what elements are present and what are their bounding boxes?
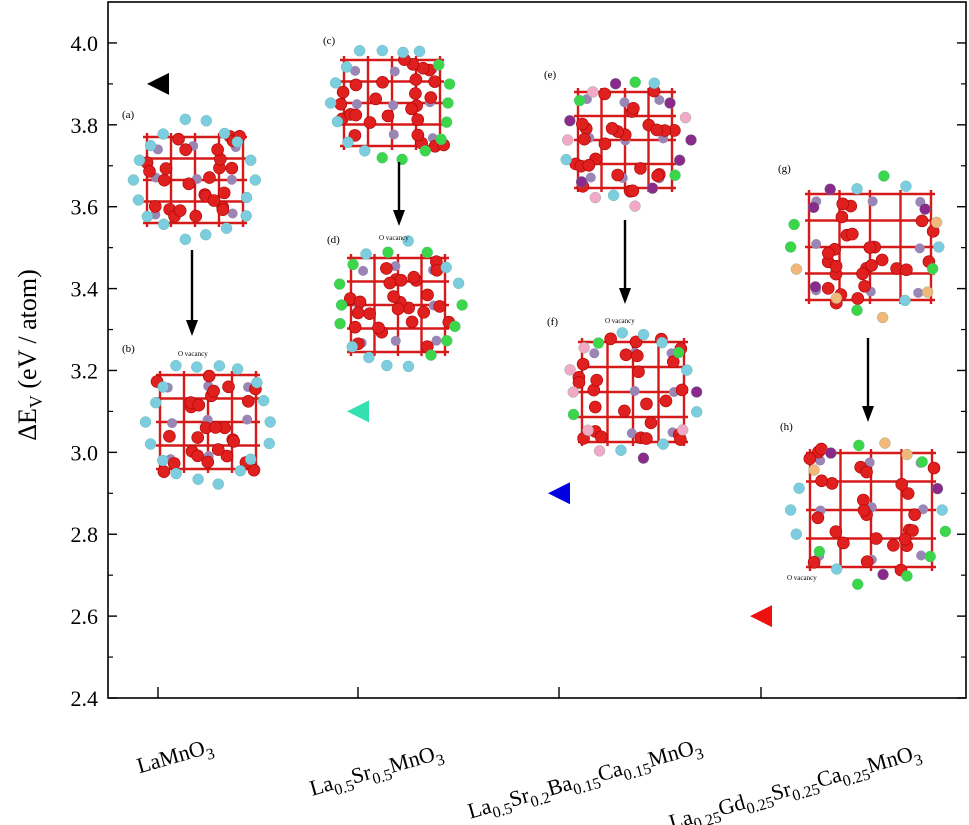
y-axis-label: ΔEV (eV / atom)	[13, 269, 46, 440]
structure-b	[139, 359, 276, 490]
structure-a	[127, 113, 261, 245]
data-markers	[147, 72, 772, 628]
structure-h	[784, 437, 952, 590]
transition-arrows	[186, 162, 874, 422]
category-label: LaMnO3	[134, 733, 217, 783]
panel-label: (b)	[122, 343, 135, 355]
panel-label: (h)	[780, 421, 793, 433]
vacancy-label: O vacancy	[379, 234, 409, 242]
structure-d	[333, 235, 468, 373]
panel-label: (f)	[547, 316, 558, 328]
y-tick-label: 2.6	[71, 604, 99, 629]
data-point-marker	[750, 605, 772, 628]
x-axis	[157, 687, 762, 698]
panel-labels: (a) (b) (c) (d) (e) (f) (g) (h) O vacancy O vacan…	[122, 35, 817, 582]
category-labels: LaMnO3La0.5Sr0.5MnO3La0.5Sr0.2Ba0.15Ca0.…	[134, 733, 925, 825]
category-label: La0.5Sr0.5MnO3	[307, 739, 447, 806]
plot-frame	[107, 1, 967, 699]
vacancy-label: O vacancy	[787, 574, 817, 582]
structure-g	[785, 170, 945, 324]
data-point-marker	[147, 72, 169, 95]
panel-label: (e)	[544, 69, 557, 81]
y-tick-label: 2.4	[71, 686, 99, 711]
y-tick-label: 3.8	[71, 113, 99, 138]
data-point-marker	[548, 482, 570, 505]
arrow-e-to-f	[619, 220, 631, 304]
y-tick-label: 2.8	[71, 522, 99, 547]
panel-label: (d)	[327, 234, 340, 246]
y-tick-label: 3.0	[71, 440, 99, 465]
arrow-c-to-d	[393, 162, 405, 226]
y-tick-label: 3.2	[71, 358, 99, 383]
vacancy-label: O vacancy	[605, 317, 635, 325]
panel-label: (a)	[122, 109, 135, 121]
category-label: La0.25Gd0.25Sr0.25Ca0.25MnO3	[666, 739, 925, 825]
arrow-a-to-b	[186, 250, 198, 336]
crystal-structures	[127, 44, 952, 590]
panel-label: (g)	[778, 163, 791, 175]
data-point-marker	[347, 400, 369, 423]
y-tick-label: 4.0	[71, 31, 99, 56]
panel-label: (c)	[323, 35, 336, 47]
y-tick-label: 3.6	[71, 195, 99, 220]
structure-f	[564, 327, 703, 464]
structure-c	[325, 44, 456, 165]
structure-e	[560, 76, 697, 212]
vacancy-label: O vacancy	[178, 350, 208, 358]
y-tick-label: 3.4	[71, 277, 99, 302]
arrow-g-to-h	[862, 338, 874, 422]
y-axis: 2.4 2.6 2.8 3.0 3.2 3.4 3.6 3.8 4.0	[71, 31, 966, 711]
